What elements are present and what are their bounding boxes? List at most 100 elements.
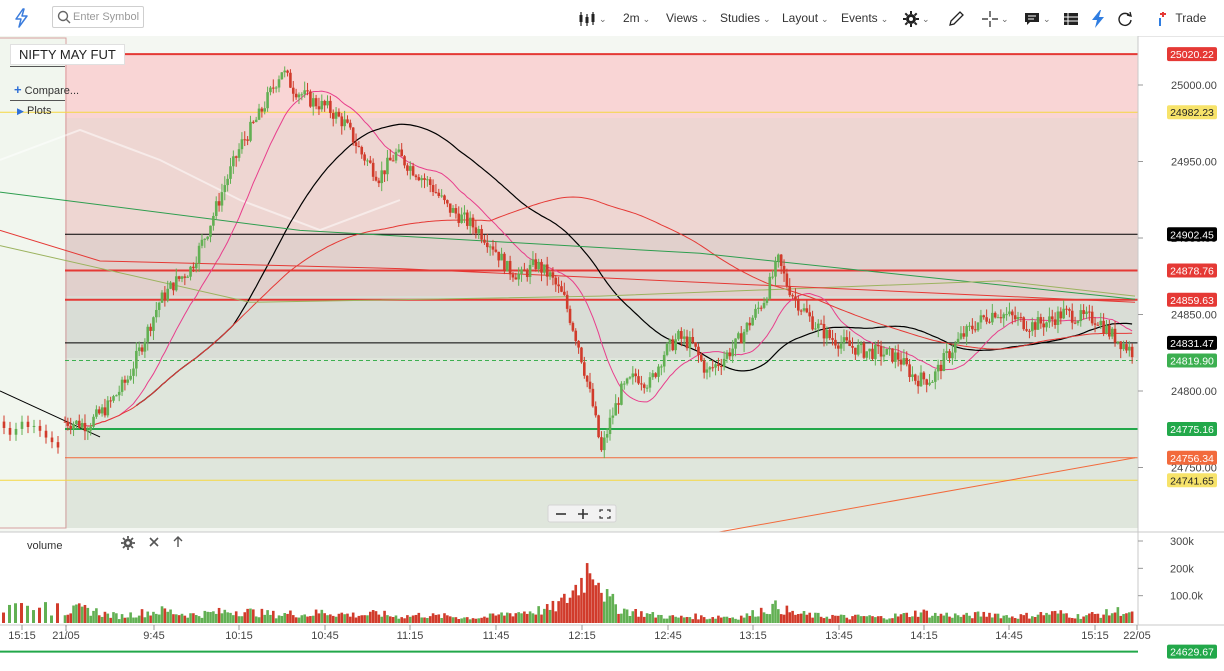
candle-body [306, 90, 309, 92]
volume-bar [662, 618, 666, 623]
settings-dropdown[interactable]: ⌄ [903, 0, 930, 36]
volume-close-button[interactable] [148, 536, 160, 551]
candle-body [120, 379, 124, 392]
volume-bar [731, 617, 734, 623]
volume-bar [477, 618, 481, 623]
candle-body [234, 156, 238, 158]
prior-day-zone [0, 36, 65, 528]
volume-bar [1113, 612, 1117, 623]
volume-bar [471, 618, 475, 623]
volume-bar [913, 610, 917, 623]
caret-right-icon: ▶ [17, 106, 24, 116]
time-tick-label: 13:15 [739, 630, 767, 642]
time-tick-label: 14:15 [910, 630, 938, 642]
zoom-controls [547, 504, 617, 523]
candle-body [637, 376, 640, 384]
candle-body [434, 192, 438, 194]
volume-bar [252, 609, 255, 623]
candle-body [745, 322, 749, 332]
candle-body [543, 264, 546, 273]
plots-toggle[interactable]: ▶ Plots [17, 105, 51, 117]
layout-menu[interactable]: Layout ⌄ [782, 0, 829, 36]
volume-bar [132, 617, 135, 623]
events-menu[interactable]: Events ⌄ [841, 0, 888, 36]
draw-tool-button[interactable] [947, 0, 965, 36]
candle-body [925, 379, 929, 385]
time-axis[interactable]: 15:15 21/05 9:45 10:15 10:45 11:15 11:45 12:15 1… [8, 625, 1151, 642]
volume-bar [457, 619, 461, 623]
volume-bar [642, 616, 646, 623]
fullscreen-icon[interactable] [599, 509, 611, 519]
volume-move-up-button[interactable] [172, 536, 184, 551]
volume-bar [26, 605, 29, 623]
candle-body [785, 273, 789, 287]
search-icon [57, 10, 71, 24]
studies-menu[interactable]: Studies ⌄ [720, 0, 771, 36]
volume-axis: 300k 200k 100.0k [1138, 536, 1204, 603]
candle-body [377, 180, 381, 184]
table-view-button[interactable] [1063, 0, 1079, 36]
price-chart[interactable]: 25000.0024950.0024900.0024850.0024800.00… [0, 36, 1224, 671]
candle-body [1110, 328, 1114, 337]
price-tick-label: 24800.00 [1171, 386, 1217, 398]
volume-bar [608, 596, 612, 623]
volume-bar [1130, 611, 1134, 623]
candle-body [471, 217, 475, 228]
candle-body [885, 348, 889, 355]
candle-body [668, 339, 672, 344]
candle-body [534, 259, 538, 269]
candle-body [56, 442, 60, 448]
volume-bar [363, 615, 366, 623]
comment-dropdown[interactable]: ⌄ [1024, 0, 1051, 36]
volume-bar [143, 617, 147, 623]
volume-bar [871, 616, 874, 623]
candle-body [309, 91, 312, 107]
chevron-down-icon: ⌄ [922, 14, 930, 24]
refresh-button[interactable] [1117, 0, 1133, 36]
volume-bar [95, 608, 98, 623]
candle-body [939, 364, 943, 372]
volume-bar [1102, 614, 1105, 623]
candle-body [1033, 322, 1037, 330]
volume-bar [1096, 613, 1100, 623]
prior-day-box [0, 37, 67, 529]
volume-bar [115, 613, 118, 623]
crosshair-dropdown[interactable]: ⌄ [982, 0, 1009, 36]
volume-bar [120, 614, 124, 623]
candle-body [557, 284, 560, 287]
volume-bar [397, 618, 401, 623]
level-label: 24756.34 [1170, 453, 1214, 465]
volume-bar [734, 618, 737, 623]
trade-button[interactable]: Trade [1158, 0, 1206, 36]
lightning-logo-icon[interactable] [12, 0, 32, 36]
views-menu[interactable]: Views ⌄ [666, 0, 708, 36]
volume-bar [588, 573, 592, 623]
zoom-in-button[interactable] [578, 509, 588, 519]
volume-bar [808, 612, 812, 623]
candle-body [172, 282, 175, 291]
volume-bar [888, 618, 891, 623]
volume-settings-button[interactable] [121, 536, 135, 553]
candle-body [782, 265, 786, 274]
volume-bar [754, 616, 757, 623]
volume-bar [408, 616, 412, 623]
volume-tick-label: 300k [1170, 536, 1194, 548]
symbol-chip[interactable]: NIFTY MAY FUT [10, 44, 125, 65]
volume-bar [75, 604, 78, 623]
compare-button[interactable]: + Compare... [14, 82, 79, 97]
chart-type-dropdown[interactable]: ⌄ [578, 0, 607, 36]
candle-body [936, 364, 940, 372]
volume-bar [426, 617, 429, 623]
interval-dropdown[interactable]: 2m ⌄ [623, 0, 650, 36]
volume-label: volume [27, 540, 63, 552]
volume-bar [50, 615, 53, 623]
symbol-search-input[interactable] [73, 9, 141, 25]
volume-bar [80, 606, 84, 623]
candle-body [876, 344, 880, 347]
candle-body [862, 343, 866, 358]
fast-mode-button[interactable] [1091, 0, 1105, 36]
candle-body [149, 326, 152, 331]
volume-bar [811, 617, 814, 623]
volume-bar [563, 593, 566, 623]
volume-bar [157, 614, 161, 623]
